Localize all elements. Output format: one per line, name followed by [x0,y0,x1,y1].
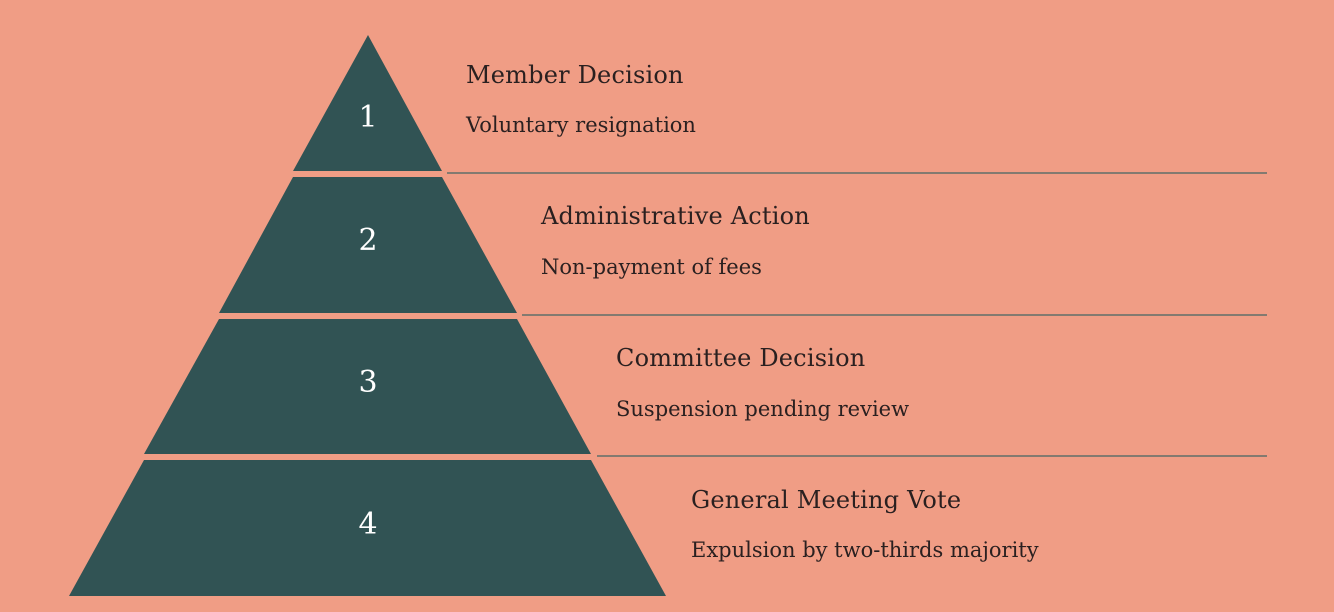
tier-4-description: Expulsion by two-thirds majority [691,538,1039,562]
tier-2-shape [219,177,517,313]
tier-2-title: Administrative Action [541,202,810,230]
tier-3-number: 3 [358,365,377,400]
tier-1-title: Member Decision [466,61,684,89]
tier-3-title: Committee Decision [616,344,866,372]
tier-4-shape [69,460,666,596]
tier-2-description: Non-payment of fees [541,255,762,279]
tier-1-number: 1 [358,100,377,135]
tier-1-shape [293,35,442,171]
tier-2-number: 2 [358,223,377,258]
tier-3-shape [144,319,591,454]
tier-3-description: Suspension pending review [616,397,910,421]
tier-4-number: 4 [358,507,377,542]
tier-1-description: Voluntary resignation [466,113,696,137]
tier-4-title: General Meeting Vote [691,486,962,514]
